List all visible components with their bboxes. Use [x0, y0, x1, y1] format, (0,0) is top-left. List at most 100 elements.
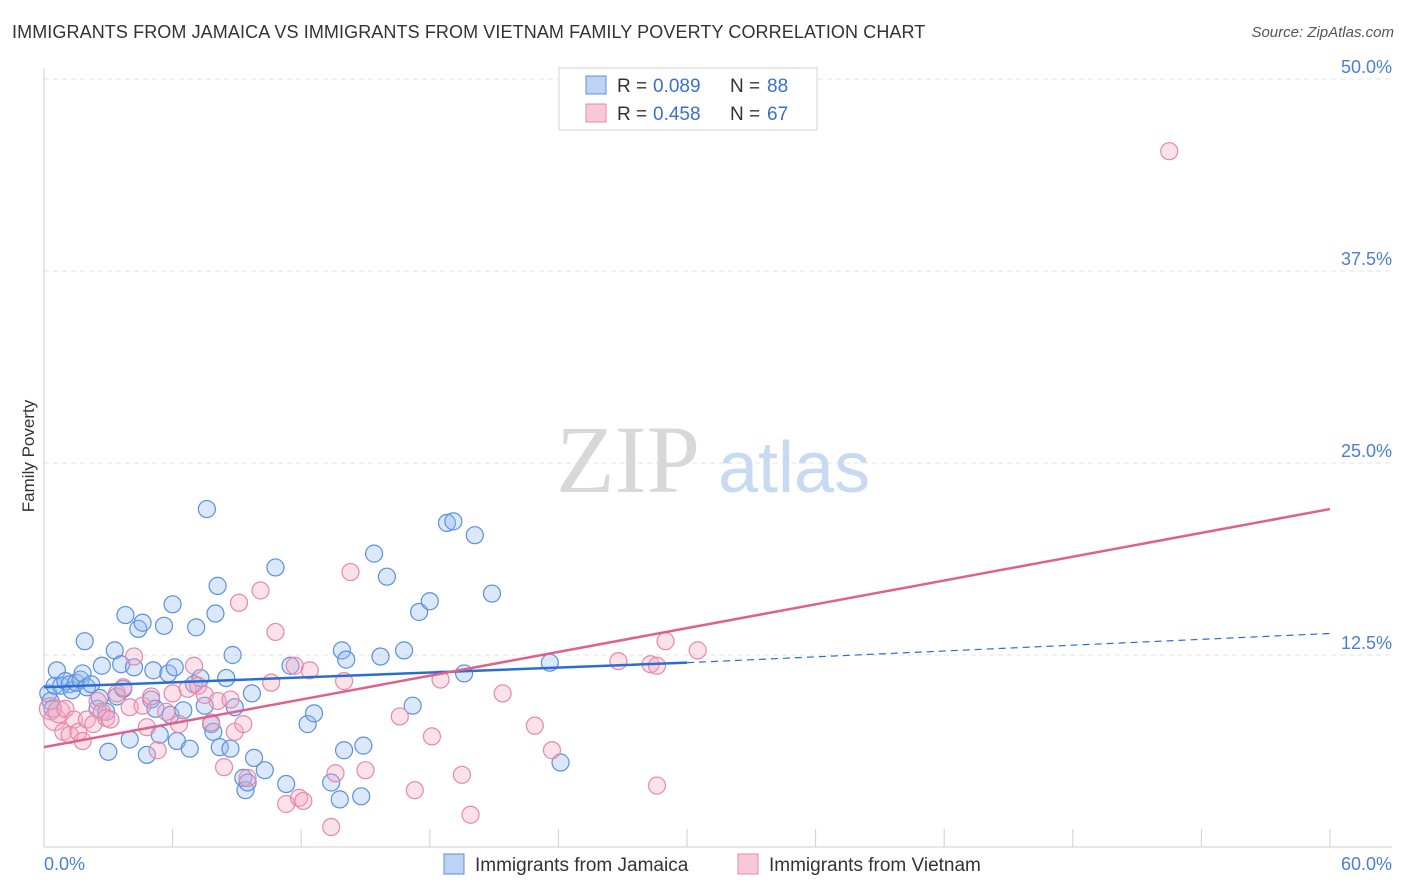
jamaica-point [465, 526, 484, 545]
jamaica-point [371, 647, 390, 666]
vietnam-point [178, 679, 197, 698]
chart-source: Source: ZipAtlas.com [1251, 24, 1394, 41]
jamaica-point [482, 584, 502, 603]
vietnam-point [390, 707, 409, 726]
vietnam-point [322, 817, 341, 837]
jamaica-trend-extension [686, 632, 1331, 664]
vietnam-point [341, 562, 360, 582]
jamaica-point [394, 641, 414, 660]
x-tick-label-max: 60.0% [1341, 854, 1392, 874]
jamaica-point [332, 641, 352, 660]
watermark: ZIP atlas [556, 406, 870, 513]
jamaica-point [409, 602, 429, 622]
watermark-atlas: atlas [718, 428, 870, 508]
jamaica-point [242, 684, 262, 703]
legend: R = 0.089 N = 88 R = 0.458 N = 67 [558, 67, 818, 131]
vietnam-point [294, 791, 313, 811]
legend-r-value-jamaica: 0.089 [653, 76, 701, 97]
jamaica-point [144, 661, 163, 680]
jamaica-point [437, 513, 457, 533]
vietnam-point [234, 715, 253, 734]
jamaica-point [244, 748, 264, 768]
trend-lines [43, 507, 1331, 749]
bottom-legend-label-jamaica: Immigrants from Jamaica [475, 855, 689, 876]
jamaica-point [403, 696, 422, 715]
vietnam-point [251, 581, 270, 600]
vietnam-point [688, 641, 707, 660]
jamaica-point [298, 715, 317, 734]
jamaica-point [154, 616, 174, 635]
vietnam-point [525, 716, 544, 735]
legend-n-label-jamaica: N = [730, 76, 760, 97]
jamaica-point [163, 595, 182, 614]
jamaica-point [281, 656, 300, 675]
jamaica-point [137, 745, 156, 764]
jamaica-point [238, 773, 257, 792]
vietnam-point [221, 690, 240, 709]
vietnam-point [238, 768, 257, 787]
jamaica-point [444, 512, 463, 531]
jamaica-point [266, 558, 285, 577]
jamaica-point [352, 787, 371, 806]
legend-r-label-vietnam: R = [617, 104, 647, 125]
jamaica-point [304, 704, 324, 723]
vietnam-point [326, 764, 345, 783]
jamaica-trend-line [43, 661, 688, 689]
jamaica-point [116, 605, 135, 625]
vietnam-point [262, 673, 281, 692]
jamaica-point [133, 613, 152, 632]
jamaica-point [322, 773, 341, 792]
jamaica-point [420, 592, 439, 611]
jamaica-point [354, 736, 373, 755]
bottom-legend-swatch-jamaica [443, 853, 465, 875]
vietnam-point [101, 710, 120, 729]
jamaica-point [75, 632, 94, 651]
jamaica-point [334, 741, 354, 760]
y-tick-label: 25.0% [1341, 441, 1392, 461]
jamaica-point [208, 576, 227, 595]
vietnam-point [124, 647, 144, 666]
jamaica-point [217, 668, 236, 688]
jamaica-point [197, 499, 216, 519]
jamaica-point [180, 739, 199, 758]
vietnam-point [452, 765, 472, 784]
vietnam-point [266, 622, 285, 642]
vietnam-point [184, 656, 204, 675]
jamaica-point [92, 656, 111, 675]
vietnam-point [609, 652, 628, 671]
gridlines [44, 78, 1392, 656]
y-tick-label: 12.5% [1341, 633, 1392, 653]
jamaica-point [99, 742, 118, 761]
jamaica-point [187, 618, 206, 637]
legend-n-label-vietnam: N = [730, 104, 760, 125]
vietnam-point [300, 661, 319, 680]
bottom-legend: Immigrants from Jamaica Immigrants from … [443, 853, 981, 876]
vietnam-point [142, 687, 161, 706]
bottom-legend-swatch-vietnam [737, 853, 759, 875]
y-tick-label: 50.0% [1341, 57, 1392, 77]
jamaica-point [124, 658, 144, 677]
vietnam-point [405, 781, 424, 800]
vietnam-point [461, 805, 480, 824]
series-vietnam-points [38, 142, 1179, 837]
jamaica-point [221, 739, 240, 758]
vietnam-point [148, 741, 167, 760]
vietnam-point [157, 702, 176, 721]
legend-r-value-vietnam: 0.458 [653, 104, 701, 125]
jamaica-point [337, 650, 356, 669]
vietnam-point [285, 656, 304, 675]
jamaica-point [223, 645, 242, 665]
legend-n-value-jamaica: 88 [767, 76, 788, 97]
jamaica-point [330, 790, 349, 809]
vietnam-point [493, 684, 512, 703]
bottom-legend-label-vietnam: Immigrants from Vietnam [769, 855, 981, 876]
jamaica-point [206, 604, 225, 623]
jamaica-point [377, 567, 397, 586]
legend-swatch-vietnam [585, 103, 607, 123]
y-tick-label: 37.5% [1341, 249, 1392, 269]
y-tick-labels: 12.5% 25.0% 37.5% 50.0% [1341, 57, 1392, 653]
vietnam-point [229, 593, 249, 612]
y-axis-title: Family Poverty [19, 399, 38, 512]
vietnam-point [422, 727, 442, 746]
